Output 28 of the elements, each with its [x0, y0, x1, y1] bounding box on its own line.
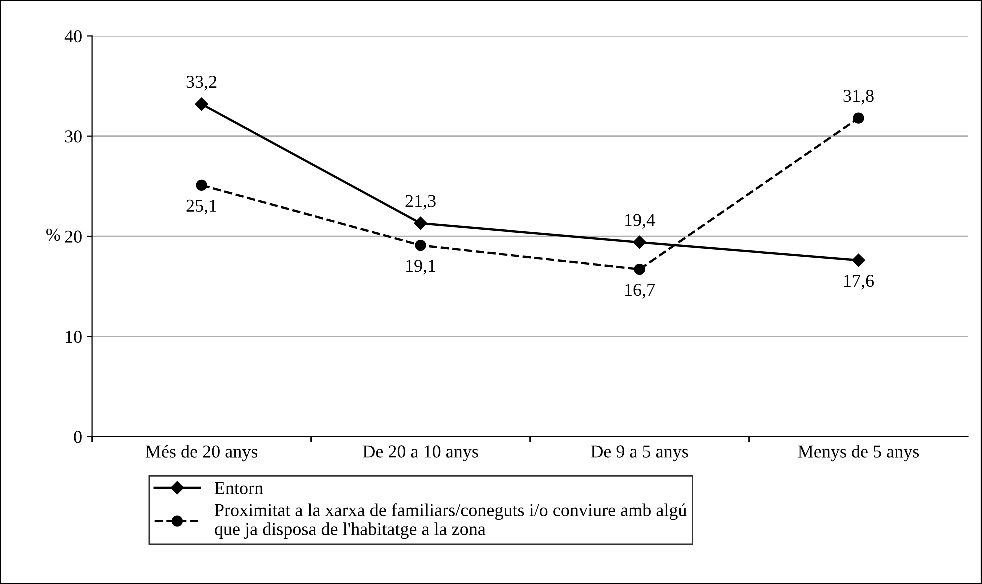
x-tick-label: De 9 a 5 anys	[591, 446, 688, 462]
data-label: 17,6	[844, 275, 874, 290]
point	[195, 98, 208, 111]
x-tick-label: De 20 a 10 anys	[363, 446, 478, 462]
y-tick-label: 40	[64, 30, 82, 43]
y-axis-title: %	[46, 228, 60, 242]
data-label: 21,3	[406, 195, 436, 210]
x-tick-label: Menys de 5 anys	[798, 445, 920, 462]
point	[414, 216, 428, 230]
point	[633, 236, 646, 250]
point	[634, 264, 646, 276]
y-tick-label: 30	[65, 130, 82, 143]
y-tick-label: 10	[66, 330, 82, 344]
point	[852, 254, 866, 268]
data-label: 16,7	[626, 284, 656, 299]
point	[415, 240, 426, 252]
y-tick-label: 20	[65, 230, 82, 243]
data-label: 33,2	[186, 76, 217, 91]
data-label: 31,8	[844, 90, 874, 105]
data-label: 19,1	[406, 260, 436, 275]
x-tick-label: Més de 20 anys	[146, 445, 258, 462]
legend-label: Entorn	[214, 482, 264, 494]
legend-label: Proximitat a la xarxa de familiars/coneguts i/o conviure amb algú que ja disposa de l'habitatge a la zona	[214, 504, 687, 540]
point	[853, 112, 864, 124]
data-label: 25,1	[186, 200, 217, 215]
data-label: 19,4	[626, 214, 656, 229]
point	[196, 180, 208, 191]
y-tick-label: 0	[74, 431, 82, 444]
